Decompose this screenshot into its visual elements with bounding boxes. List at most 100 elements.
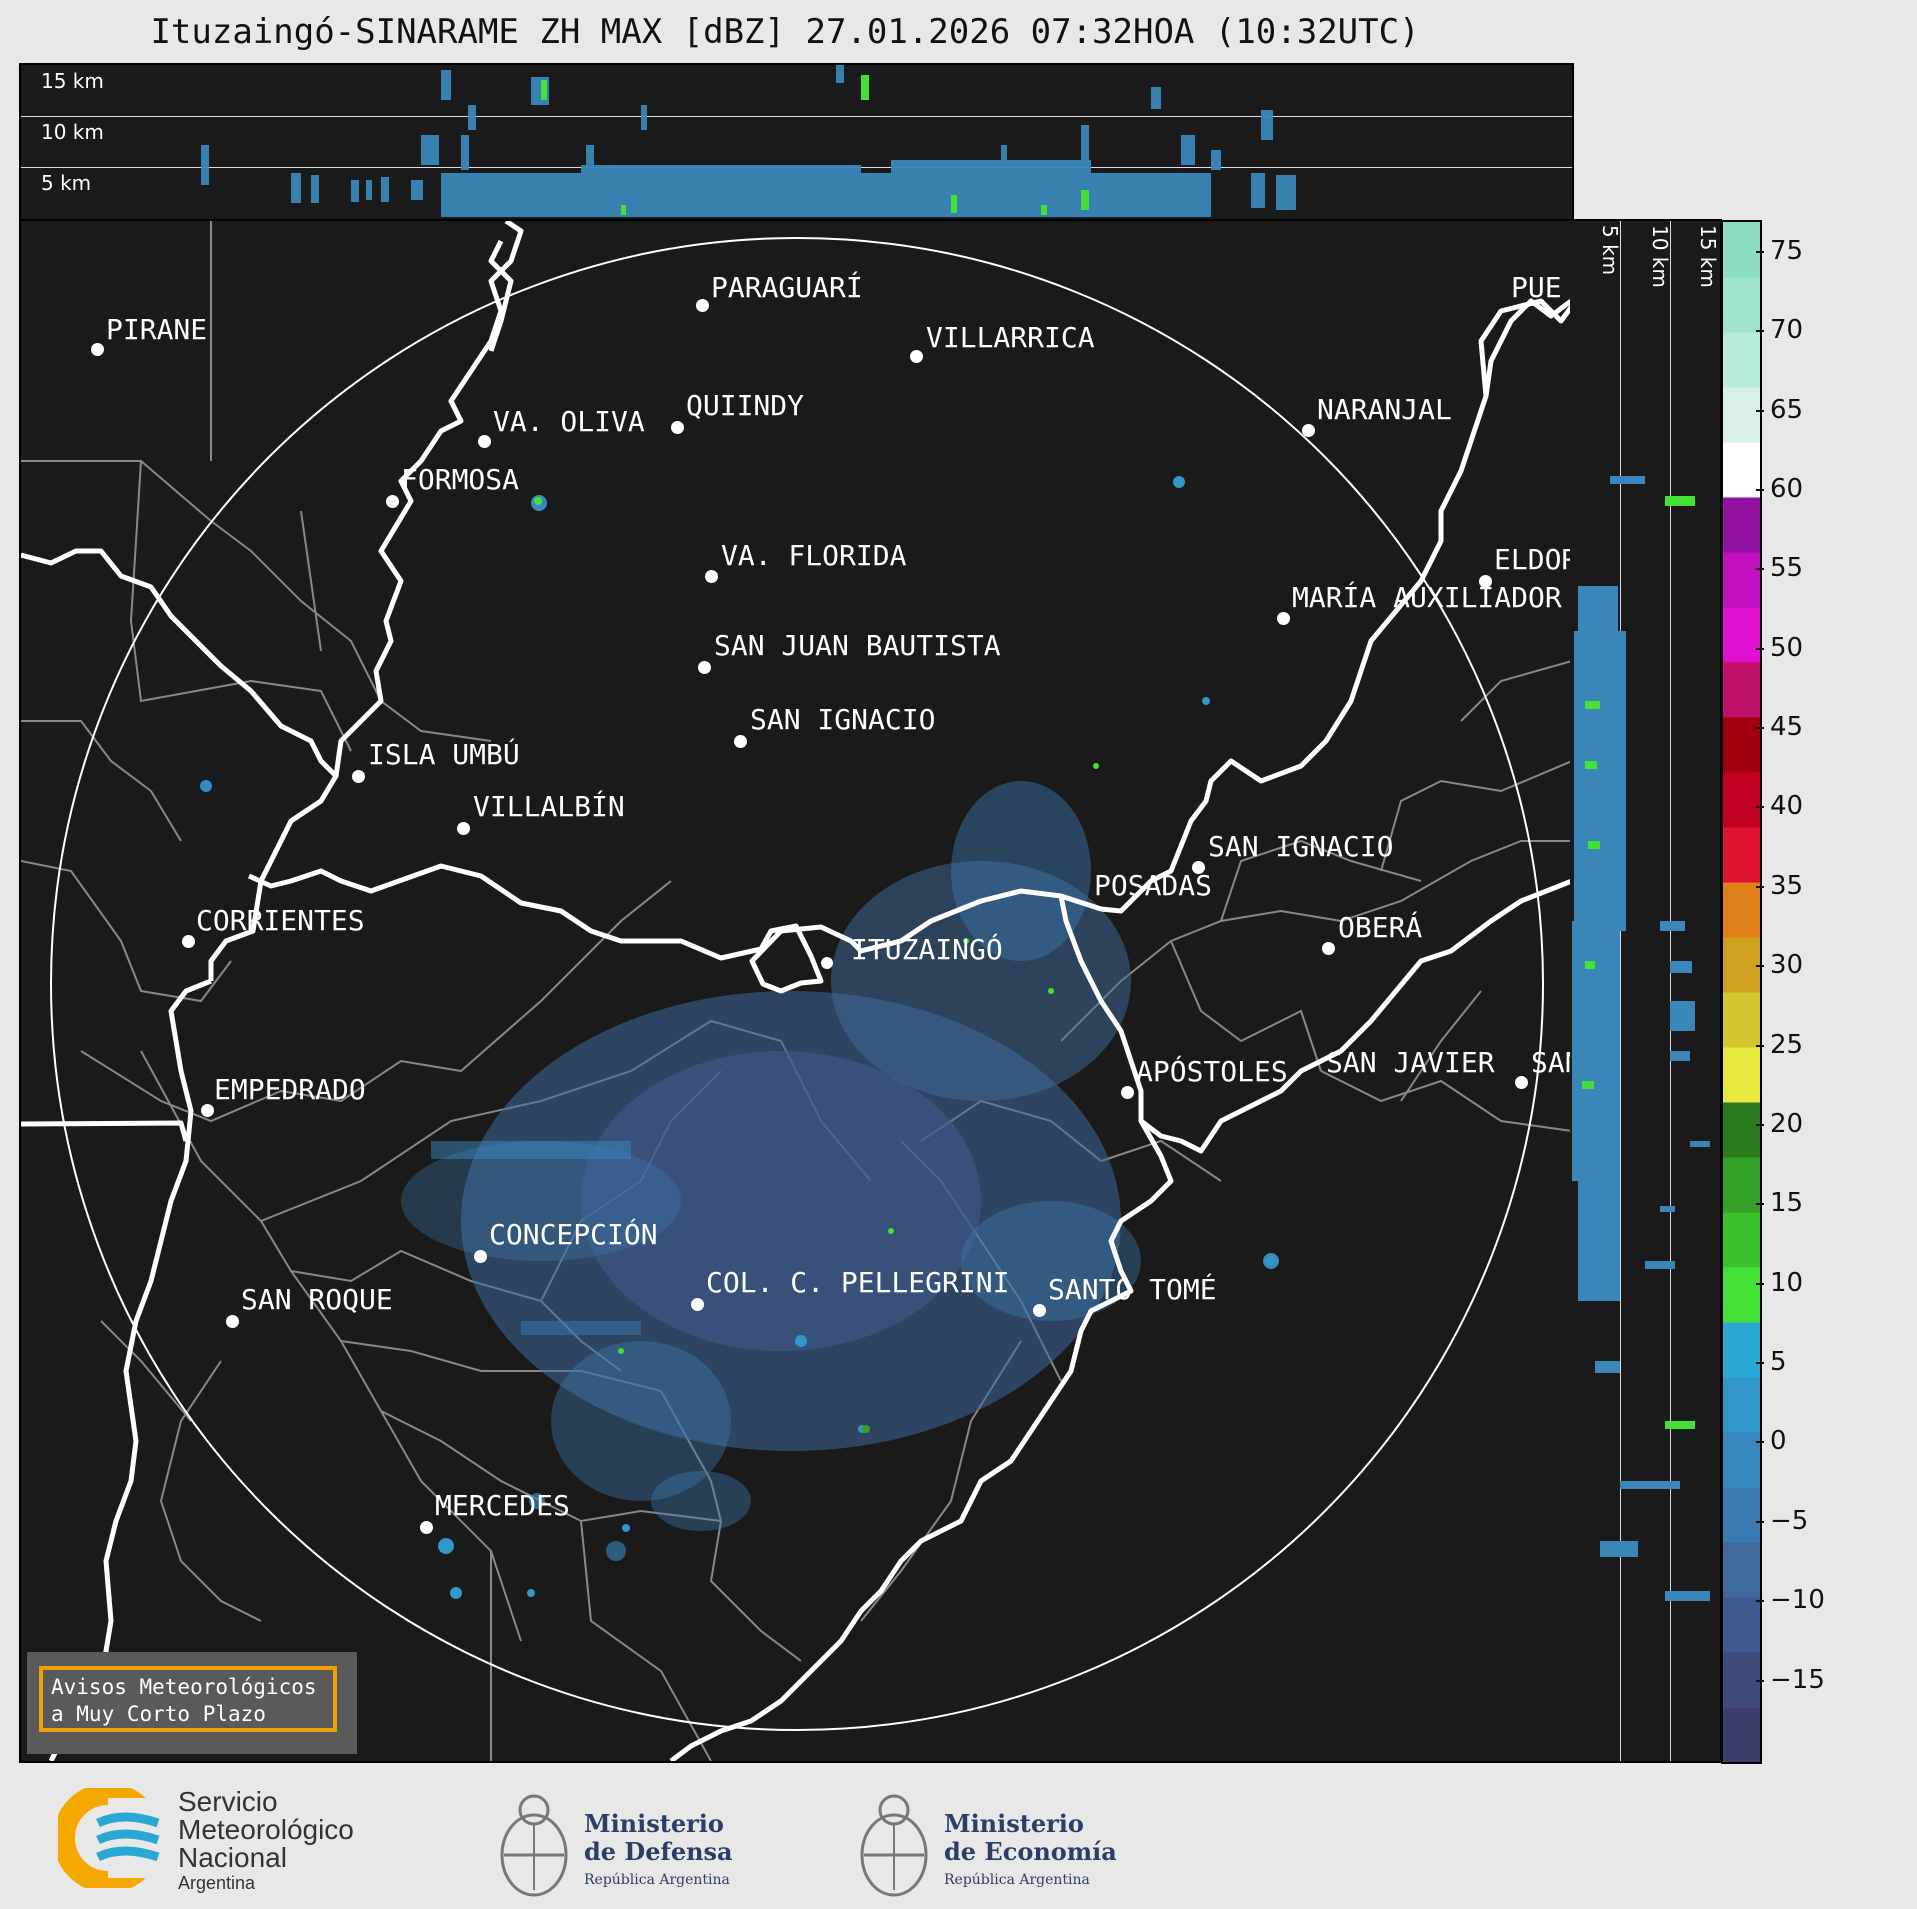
city-label-quiindy: QUIINDY — [686, 389, 805, 422]
city-dot-quiindy — [671, 421, 684, 434]
warning-button[interactable]: Avisos Meteorológicos a Muy Corto Plazo — [39, 1666, 337, 1732]
defensa-line-1: Ministerio — [584, 1809, 724, 1838]
smn-logo-icon — [58, 1788, 168, 1888]
defensa-seal-icon — [500, 1794, 568, 1897]
colorbar-tick-label: 15 — [1756, 1188, 1803, 1218]
colorbar-band — [1723, 222, 1760, 278]
defensa-logo-text: Ministerio de Defensa República Argentin… — [584, 1810, 733, 1894]
city-label-villarrica: VILLARRICA — [926, 321, 1095, 354]
colorbar-band — [1723, 387, 1760, 443]
colorbar-band — [1723, 772, 1760, 828]
colorbar-band — [1723, 937, 1760, 993]
colorbar-tick-label: −5 — [1756, 1506, 1808, 1536]
city-dot-va-oliva — [478, 435, 491, 448]
city-label-concepcion: CONCEPCIÓN — [489, 1218, 658, 1251]
city-label-ituzaingo: ITUZAINGÓ — [851, 933, 1003, 966]
colorbar — [1721, 220, 1762, 1764]
city-dot-san — [1515, 1076, 1528, 1089]
city-dot-col-pellegrini — [691, 1298, 704, 1311]
colorbar-tick-label: 50 — [1756, 633, 1803, 663]
economia-line-3: República Argentina — [944, 1872, 1090, 1888]
colorbar-tick-label: 0 — [1756, 1426, 1787, 1456]
city-label-va-oliva: VA. OLIVA — [493, 405, 645, 438]
colorbar-tick-label: 5 — [1756, 1347, 1787, 1377]
city-label-eldor: ELDOR — [1494, 543, 1574, 576]
side-label-10km: 10 km — [1648, 225, 1672, 288]
colorbar-band — [1723, 1542, 1760, 1598]
city-label-mercedes: MERCEDES — [435, 1489, 570, 1522]
city-dot-villalbin — [457, 822, 470, 835]
city-label-san-roque: SAN ROQUE — [241, 1283, 393, 1316]
colorbar-tick-label: 20 — [1756, 1109, 1803, 1139]
colorbar-tick-label: 55 — [1756, 553, 1803, 583]
city-dot-va-florida — [705, 570, 718, 583]
side-height-panel: 5 km 10 km 15 km — [1570, 219, 1722, 1763]
economia-seal-icon — [860, 1794, 928, 1897]
city-label-col-pellegrini: COL. C. PELLEGRINI — [706, 1266, 1010, 1299]
colorbar-tick-label: 30 — [1756, 950, 1803, 980]
city-dot-maria-auxiliador — [1277, 612, 1290, 625]
economia-line-2: de Economía — [944, 1837, 1117, 1866]
city-label-empedrado: EMPEDRADO — [214, 1073, 366, 1106]
city-dot-san-ignacio-ar — [1192, 861, 1205, 874]
city-label-maria-auxiliador: MARÍA AUXILIADOR — [1292, 581, 1562, 614]
top-echo-profile — [201, 65, 1296, 217]
colorbar-band — [1723, 1487, 1760, 1543]
colorbar-band — [1723, 827, 1760, 883]
defensa-line-2: de Defensa — [584, 1837, 733, 1866]
warning-line-1: Avisos Meteorológicos — [51, 1675, 317, 1699]
colorbar-band — [1723, 1157, 1760, 1213]
height-line-10km — [21, 116, 1572, 117]
city-label-apostoles: APÓSTOLES — [1136, 1055, 1288, 1088]
city-dot-pirane — [91, 343, 104, 356]
colorbar-tick-label: 35 — [1756, 871, 1803, 901]
height-label-5km: 5 km — [41, 171, 92, 195]
smn-line-4: Argentina — [178, 1873, 256, 1893]
colorbar-band — [1723, 442, 1760, 498]
city-label-pue: PUE — [1511, 271, 1562, 304]
defensa-line-3: República Argentina — [584, 1872, 730, 1888]
city-dot-empedrado — [201, 1104, 214, 1117]
city-label-posadas: POSADAS — [1094, 869, 1213, 902]
city-label-pirane: PIRANE — [106, 313, 208, 346]
colorbar-band — [1723, 497, 1760, 553]
side-label-15km: 15 km — [1696, 225, 1720, 288]
footer-logos: Servicio Meteorológico Nacional Argentin… — [0, 1770, 1917, 1909]
map-layers — [21, 221, 1572, 1761]
city-dot-mercedes — [420, 1521, 433, 1534]
colorbar-tick-label: 40 — [1756, 791, 1803, 821]
city-label-isla-umbu: ISLA UMBÚ — [368, 738, 520, 771]
colorbar-tick-label: 75 — [1756, 236, 1803, 266]
radar-echoes — [200, 476, 1279, 1599]
colorbar-band — [1723, 1597, 1760, 1653]
smn-line-1: Servicio — [178, 1786, 278, 1817]
colorbar-band — [1723, 1102, 1760, 1158]
colorbar-band — [1723, 717, 1760, 773]
chart-title: Ituzaingó-SINARAME ZH MAX [dBZ] 27.01.20… — [150, 12, 1420, 52]
city-dot-apostoles — [1121, 1086, 1134, 1099]
economia-logo-text: Ministerio de Economía República Argenti… — [944, 1810, 1117, 1894]
city-label-corrientes: CORRIENTES — [196, 904, 365, 937]
city-label-formosa: FORMOSA — [401, 463, 520, 496]
city-dot-san-ignacio-py — [734, 735, 747, 748]
colorbar-tick-label: 45 — [1756, 712, 1803, 742]
colorbar-band — [1723, 332, 1760, 388]
city-label-obera: OBERÁ — [1338, 911, 1423, 944]
range-ring — [50, 237, 1544, 1731]
colorbar-tick-label: 60 — [1756, 474, 1803, 504]
city-label-santo-tome: SANTO TOMÉ — [1048, 1273, 1217, 1306]
city-dot-san-roque — [226, 1315, 239, 1328]
side-line-5km — [1620, 221, 1621, 1761]
colorbar-tick-label: 25 — [1756, 1030, 1803, 1060]
city-label-san-juan-bautista: SAN JUAN BAUTISTA — [714, 629, 1001, 662]
warning-box[interactable]: Avisos Meteorológicos a Muy Corto Plazo — [27, 1652, 357, 1754]
colorbar-band — [1723, 882, 1760, 938]
city-label-san-ignacio-py: SAN IGNACIO — [750, 703, 936, 736]
side-label-5km: 5 km — [1598, 225, 1622, 276]
side-line-10km — [1670, 221, 1671, 1761]
city-label-paraguari: PARAGUARÍ — [711, 271, 863, 304]
colorbar-band — [1723, 1432, 1760, 1488]
country-borders — [21, 221, 1572, 1761]
city-label-villalbin: VILLALBÍN — [473, 790, 625, 823]
city-dot-obera — [1322, 942, 1335, 955]
